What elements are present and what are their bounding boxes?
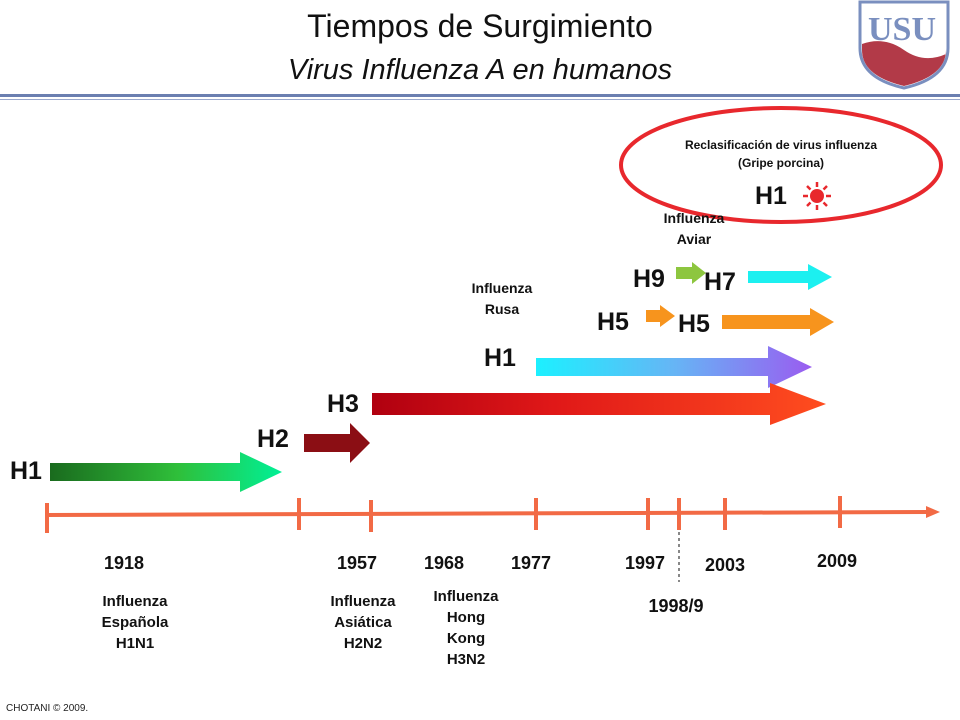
h2-arrow bbox=[304, 423, 370, 463]
year-1968: 1968 bbox=[423, 553, 465, 573]
h9-arrow bbox=[676, 262, 706, 284]
note-avian: Influenza Aviar bbox=[663, 210, 725, 247]
label-h2: H2 bbox=[257, 425, 289, 453]
h1-russian-arrow bbox=[536, 346, 812, 388]
timeline-ticks bbox=[45, 496, 842, 533]
label-h1-2009: H1 bbox=[755, 182, 787, 210]
label-h3: H3 bbox=[327, 390, 359, 418]
header-rule-thin bbox=[0, 99, 960, 100]
footer-credit: CHOTANI © 2009. bbox=[6, 703, 89, 714]
sun-icon bbox=[803, 182, 831, 210]
note-russian: Influenza Rusa bbox=[471, 280, 533, 317]
page-title: Tiempos de Surgimiento bbox=[307, 8, 653, 44]
timeline-axis bbox=[45, 510, 929, 517]
year-1997: 1997 bbox=[624, 553, 666, 573]
year-2003: 2003 bbox=[704, 555, 746, 575]
label-h9: H9 bbox=[633, 265, 665, 293]
year-2009: 2009 bbox=[816, 551, 858, 571]
header-rule bbox=[0, 94, 960, 97]
h5-arrow bbox=[722, 308, 834, 336]
h5-small-arrow bbox=[646, 305, 675, 327]
page-subtitle: Virus Influenza A en humanos bbox=[287, 54, 673, 86]
h7-arrow bbox=[748, 264, 832, 290]
reclass-line2: (Gripe porcina) bbox=[737, 156, 824, 170]
label-h5-1997: H5 bbox=[597, 308, 629, 336]
note-spanish: Influenza Española H1N1 bbox=[101, 593, 169, 652]
h1-spanish-arrow bbox=[50, 452, 282, 492]
reclass-line1: Reclasificación de virus influenza bbox=[684, 138, 878, 152]
reclassification-ellipse bbox=[619, 106, 943, 224]
year-1998-9: 1998/9 bbox=[648, 596, 704, 616]
label-h7: H7 bbox=[704, 268, 736, 296]
year-1957: 1957 bbox=[336, 553, 378, 573]
note-asian: Influenza Asiática H2N2 bbox=[330, 593, 396, 652]
label-h1-1918: H1 bbox=[10, 457, 42, 485]
note-hongkong: Influenza Hong Kong H3N2 bbox=[433, 588, 499, 668]
h3-arrow bbox=[372, 383, 826, 425]
timeline-arrowhead bbox=[926, 506, 940, 518]
logo-letters: USU bbox=[868, 11, 936, 48]
label-h5-2003: H5 bbox=[678, 310, 710, 338]
year-1918: 1918 bbox=[103, 553, 145, 573]
label-h1-1977: H1 bbox=[484, 344, 516, 372]
year-1977: 1977 bbox=[510, 553, 552, 573]
usu-logo: USU bbox=[854, 0, 954, 90]
